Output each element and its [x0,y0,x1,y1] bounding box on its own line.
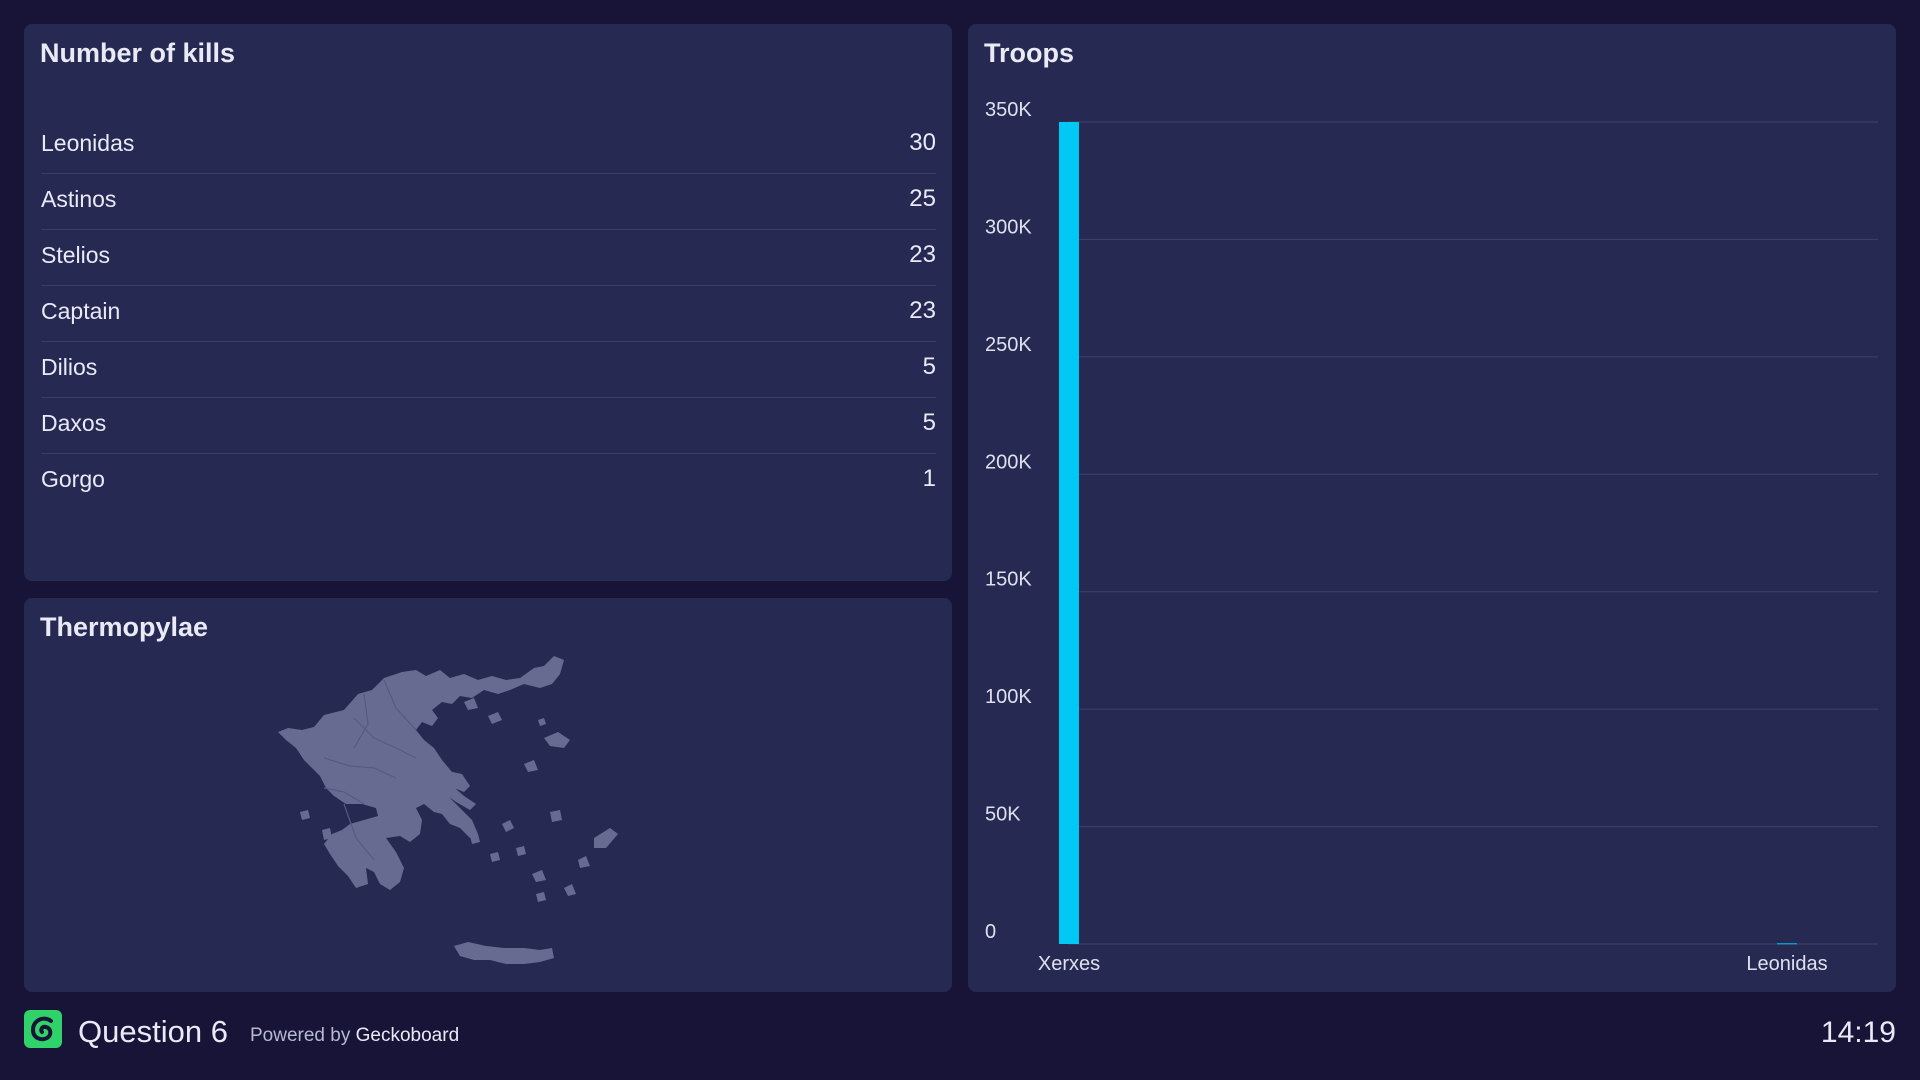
clock: 14:19 [1820,1016,1896,1049]
y-tick-label: 150K [985,569,1032,591]
map-area [24,598,952,992]
kills-row-value: 23 [909,241,936,268]
kills-row-name: Astinos [41,186,117,212]
kills-row-value: 5 [922,353,936,380]
y-tick-label: 350K [985,99,1032,121]
list-item: Stelios 23 [41,230,936,286]
list-item: Daxos 5 [41,398,936,454]
kills-row-name: Gorgo [41,466,105,492]
greece-map [278,656,618,964]
list-item: Gorgo 1 [41,454,936,510]
bar-xerxes[interactable] [1059,122,1079,944]
kills-row-value: 23 [909,297,936,324]
map-title: Thermopylae [40,612,209,642]
kills-row-value: 30 [909,129,936,156]
geckoboard-logo-icon [24,1010,62,1048]
footer-bar: Question 6 Powered by Geckoboard 14:19 [0,1000,1920,1080]
list-item: Astinos 25 [41,174,936,230]
list-item: Dilios 5 [41,342,936,398]
bar-leonidas[interactable] [1777,943,1797,945]
kills-title: Number of kills [40,38,236,68]
kills-row-value: 1 [922,465,936,492]
map-panel: Thermopylae [24,598,952,992]
y-tick-label: 50K [985,804,1021,826]
troops-panel: Troops 0 50K 100K 150K 200K 250K 300K 350K Xerxe… [968,24,1896,992]
y-tick-label: 300K [985,216,1032,238]
greece-mainland-shape [278,656,618,964]
y-tick-label: 100K [985,686,1032,708]
kills-row-name: Leonidas [41,130,135,156]
troops-title: Troops [984,38,1075,68]
kills-row-value: 25 [909,185,936,212]
kills-row-name: Dilios [41,354,98,380]
list-item: Leonidas 30 [41,118,936,174]
powered-by-prefix: Powered by [250,1025,351,1046]
x-tick-label: Leonidas [1746,953,1827,975]
y-tick-label: 200K [985,451,1032,473]
list-item: Captain 23 [41,286,936,342]
kills-panel: Number of kills Leonidas 30 Astinos 25 Steli… [24,24,952,581]
y-tick-label: 250K [985,334,1032,356]
kills-row-name: Captain [41,298,121,324]
powered-by-brand-link[interactable]: Geckoboard [355,1025,460,1046]
x-tick-label: Xerxes [1038,953,1100,975]
kills-row-name: Stelios [41,242,111,268]
kills-list: Leonidas 30 Astinos 25 Stelios 23 Captain 23 Dil… [41,118,936,510]
y-tick-label: 0 [985,921,996,943]
kills-row-name: Daxos [41,410,107,436]
kills-row-value: 5 [922,409,936,436]
dashboard-title: Question 6 [78,1014,228,1049]
troops-bar-chart: 0 50K 100K 150K 200K 250K 300K 350K Xerxes Leonid… [985,99,1878,975]
powered-by-label: Powered by Geckoboard [250,1025,459,1047]
